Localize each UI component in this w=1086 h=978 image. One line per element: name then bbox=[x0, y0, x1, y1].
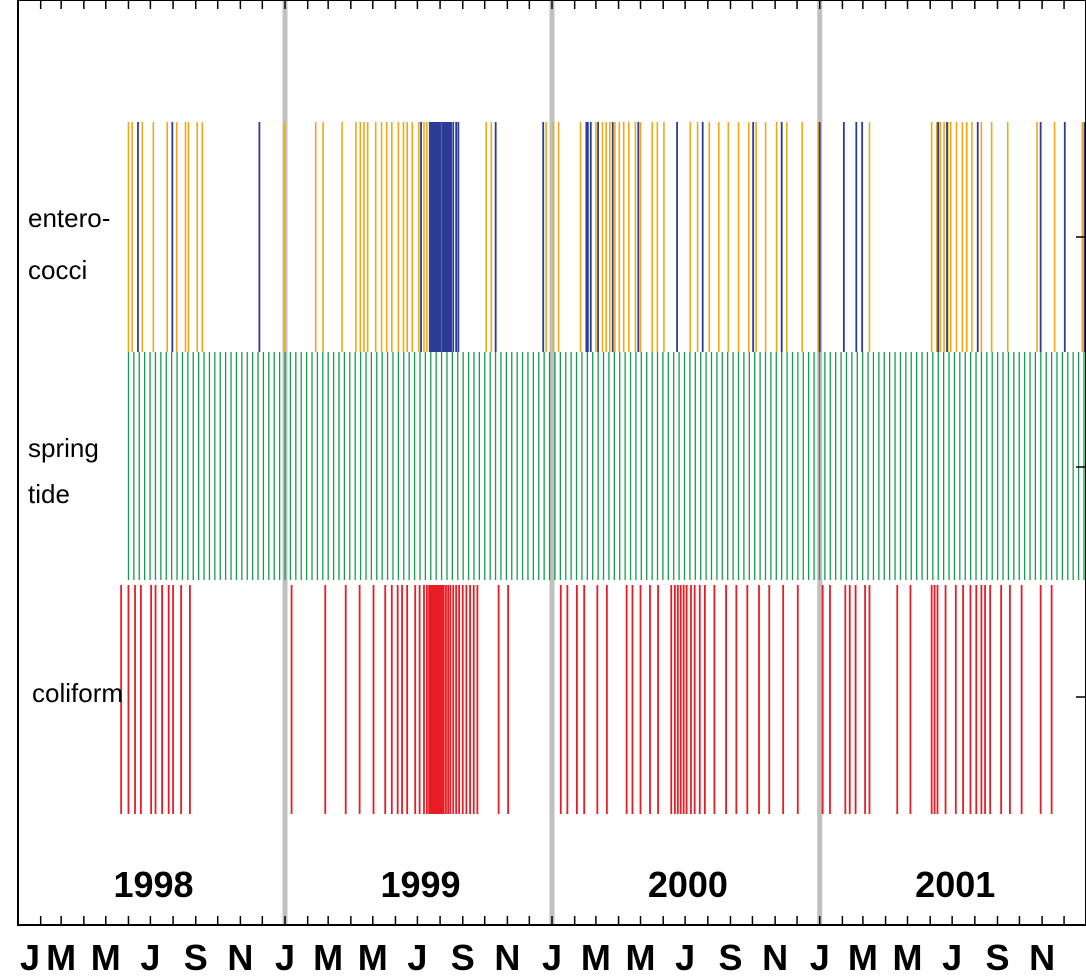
month-tick-label: M bbox=[581, 937, 611, 978]
enterococci-events bbox=[127, 122, 1086, 352]
month-tick-label: M bbox=[313, 937, 343, 978]
coliform-events bbox=[120, 585, 1053, 814]
month-tick-label: S bbox=[184, 937, 208, 978]
month-tick-label: M bbox=[893, 937, 923, 978]
month-tick-label: N bbox=[762, 937, 788, 978]
month-tick-label: J bbox=[20, 937, 40, 978]
year-label: 1999 bbox=[380, 864, 460, 905]
row-label-enterococci: entero- bbox=[28, 203, 110, 233]
row-label-spring_tide: tide bbox=[28, 479, 70, 509]
month-tick-label: M bbox=[848, 937, 878, 978]
month-tick-label: S bbox=[985, 937, 1009, 978]
month-tick-label: N bbox=[227, 937, 253, 978]
row-label-spring_tide: spring bbox=[28, 433, 99, 463]
year-label: 1998 bbox=[113, 864, 193, 905]
year-label: 2001 bbox=[915, 864, 995, 905]
month-tick-label: M bbox=[46, 937, 76, 978]
month-tick-label: J bbox=[140, 937, 160, 978]
row-label-coliform: coliform bbox=[32, 678, 123, 708]
spring-tide-events bbox=[127, 352, 1085, 580]
month-tick-label: J bbox=[407, 937, 427, 978]
month-tick-label: N bbox=[1029, 937, 1055, 978]
month-tick-label: J bbox=[542, 937, 562, 978]
row-labels: entero-cocci spring tide coliform bbox=[28, 203, 123, 708]
month-tick-label: S bbox=[718, 937, 742, 978]
year-label: 2000 bbox=[648, 864, 728, 905]
month-tick-label: M bbox=[91, 937, 121, 978]
month-tick-label: J bbox=[942, 937, 962, 978]
row-label-enterococci: cocci bbox=[28, 255, 87, 285]
month-tick-label: N bbox=[494, 937, 520, 978]
year-labels: 1998 1999 2000 2001 bbox=[113, 864, 995, 905]
year-dividers bbox=[282, 0, 823, 925]
month-tick-label: J bbox=[275, 937, 295, 978]
month-tick-label: J bbox=[810, 937, 830, 978]
month-tick-label: J bbox=[675, 937, 695, 978]
axis-ticks bbox=[17, 0, 1086, 925]
month-tick-label: M bbox=[358, 937, 388, 978]
month-tick-label: S bbox=[451, 937, 475, 978]
month-tick-label: M bbox=[626, 937, 656, 978]
